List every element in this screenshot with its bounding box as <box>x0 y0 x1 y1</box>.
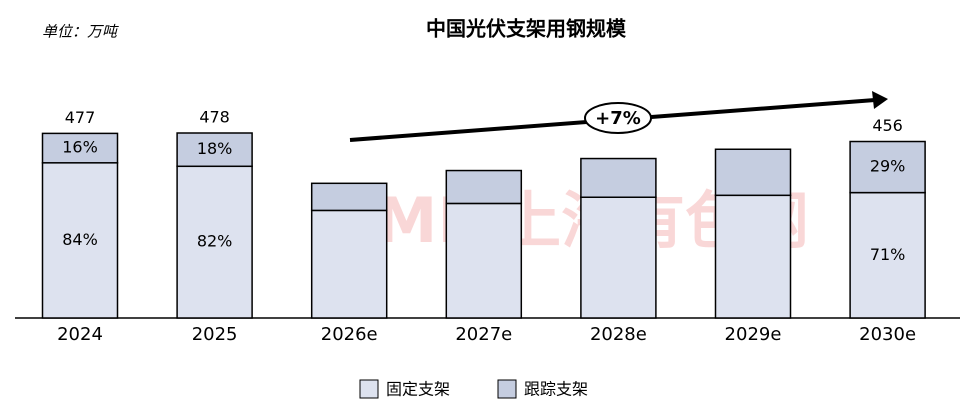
share-label: 29% <box>870 157 906 176</box>
total-label: 456 <box>872 116 903 135</box>
x-tick-label: 2029e <box>725 324 782 345</box>
share-label: 84% <box>62 230 98 249</box>
bar-segment <box>41 132 119 164</box>
share-label: 16% <box>62 138 98 157</box>
share-label: 71% <box>870 245 906 264</box>
x-tick-label: 2025 <box>192 324 238 345</box>
share-label: 82% <box>197 232 233 251</box>
total-label: 477 <box>65 108 96 127</box>
bar-segment <box>445 202 523 319</box>
bar-segment <box>445 169 523 205</box>
bar-segment <box>580 157 657 198</box>
bar-segment <box>714 148 792 197</box>
unit-label: 单位：万吨 <box>42 23 119 41</box>
bar-segment <box>176 165 253 319</box>
chart-title: 中国光伏支架用钢规模 <box>426 17 627 41</box>
bar-segment <box>849 140 926 194</box>
x-tick-label: 2024 <box>57 324 103 345</box>
legend-swatch <box>359 379 379 399</box>
total-label: 478 <box>199 108 230 127</box>
bar-segment <box>310 209 388 319</box>
legend-swatch <box>497 379 517 399</box>
share-label: 18% <box>197 139 233 158</box>
annotation-ellipse <box>584 102 652 134</box>
bar-segment <box>41 162 119 319</box>
bar-segment <box>849 191 926 319</box>
arrow-head <box>872 91 888 109</box>
legend-label: 跟踪支架 <box>524 380 588 399</box>
x-tick-label: 2027e <box>455 324 512 345</box>
bar-segment <box>714 194 792 319</box>
bar-segment <box>176 132 253 168</box>
x-tick-label: 2030e <box>859 324 916 345</box>
bar-segment <box>310 182 388 212</box>
x-tick-label: 2028e <box>590 324 647 345</box>
annotation: +7% <box>595 108 641 129</box>
x-tick-label: 2026e <box>321 324 378 345</box>
legend-label: 固定支架 <box>386 380 450 399</box>
bar-segment <box>580 196 657 319</box>
